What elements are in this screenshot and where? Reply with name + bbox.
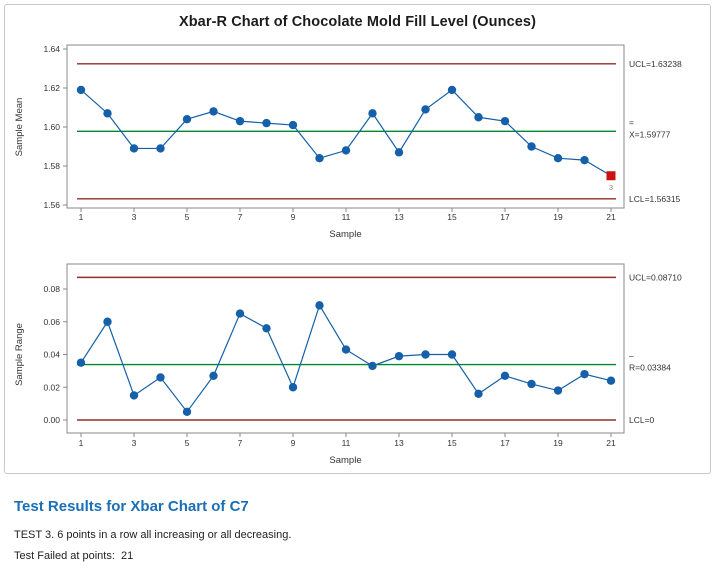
x-tick-label: 1 [79, 212, 84, 222]
data-point-marker [76, 358, 86, 367]
data-point-marker [341, 146, 351, 155]
x-tick-label: 13 [394, 212, 404, 222]
plot-frame [66, 44, 625, 209]
x-tick-label: 3 [132, 212, 137, 222]
lcl-label: LCL=0 [629, 415, 655, 425]
x-tick-label: 11 [342, 438, 351, 448]
data-point-marker [315, 154, 324, 163]
y-axis-title: Sample Range [14, 323, 25, 386]
data-point-marker [262, 118, 271, 128]
data-point-marker [156, 144, 165, 153]
range-chart: 0.080.060.040.020.001 3 5 7 9 11 13 15 17 19 21Sam… [14, 263, 682, 466]
data-point-marker [580, 369, 589, 379]
x-tick-label: 7 [238, 212, 243, 222]
test-results-heading: Test Results for Xbar Chart of C7 [14, 498, 249, 515]
data-point-marker [474, 389, 483, 398]
x-tick-label: 17 [500, 438, 510, 448]
data-point-marker [527, 142, 536, 151]
y-tick-label: 0.08 [43, 284, 60, 294]
chart-title: Xbar-R Chart of Chocolate Mold Fill Leve… [178, 14, 537, 30]
ucl-label: UCL=0.08710 [629, 272, 682, 282]
data-point-marker [421, 350, 430, 359]
data-point-marker [474, 113, 483, 122]
test-results-section: Test Results for Xbar Chart of C7 TEST 3… [14, 498, 704, 571]
x-tick-label: 21 [606, 212, 616, 222]
data-point-marker [182, 407, 192, 417]
y-tick-label: 1.60 [43, 122, 60, 132]
x-tick-label: 5 [185, 438, 190, 448]
y-tick-label: 1.64 [43, 44, 60, 54]
data-point-marker [421, 105, 430, 114]
x-tick-label: 9 [291, 438, 296, 448]
data-point-marker [315, 301, 324, 310]
data-point-marker [235, 116, 245, 126]
ucl-label: UCL=1.63238 [629, 59, 682, 69]
data-point-marker [394, 148, 404, 157]
x-tick-label: 21 [606, 438, 616, 448]
data-point-marker [606, 376, 616, 385]
data-point-marker [447, 85, 457, 95]
x-tick-label: 19 [553, 212, 563, 222]
data-point-marker [182, 115, 192, 124]
x-axis-title: Sample [329, 229, 361, 240]
lcl-label: LCL=1.56315 [629, 194, 681, 204]
x-tick-label: 5 [185, 212, 190, 222]
y-tick-label: 1.62 [43, 83, 60, 93]
x-axis-title: Sample [329, 455, 361, 466]
fail-point-marker [606, 171, 616, 181]
data-point-marker [209, 107, 218, 116]
y-tick-label: 0.00 [43, 415, 60, 425]
y-tick-label: 1.58 [43, 161, 60, 171]
x-tick-label: 11 [342, 212, 351, 222]
x-tick-label: 1 [79, 438, 84, 448]
y-tick-label: 0.02 [43, 382, 60, 392]
data-point-marker [235, 309, 245, 318]
fail-point-label: 3 [609, 183, 613, 192]
center-label: R=0.03384 [629, 363, 671, 373]
x-tick-label: 9 [291, 212, 296, 222]
x-tick-label: 7 [238, 438, 243, 448]
test-failed-points: Test Failed at points: 21 [14, 550, 134, 562]
x-tick-label: 13 [394, 438, 404, 448]
center-bar-symbol: = [629, 117, 634, 127]
y-tick-label: 1.56 [43, 200, 60, 210]
data-point-marker [156, 373, 165, 382]
data-point-marker [288, 383, 298, 392]
y-axis-title: Sample Mean [14, 98, 25, 157]
x-tick-label: 15 [447, 212, 457, 222]
data-point-marker [368, 361, 377, 371]
data-point-marker [394, 351, 404, 361]
data-point-marker [262, 324, 271, 333]
x-tick-label: 17 [500, 212, 510, 222]
data-point-marker [288, 120, 298, 130]
data-point-marker [527, 379, 536, 389]
data-point-marker [500, 116, 510, 126]
y-tick-label: 0.04 [43, 350, 60, 360]
data-point-marker [103, 317, 112, 326]
xbar-chart: 1.641.621.601.581.561 3 5 7 9 11 13 15 17 19 21Sam… [14, 44, 682, 240]
center-label: X=1.59777 [629, 129, 671, 139]
data-point-marker [368, 109, 377, 118]
data-point-marker [129, 144, 139, 153]
control-chart-panel: Xbar-R Chart of Chocolate Mold Fill Leve… [4, 4, 711, 474]
test-description: TEST 3. 6 points in a row all increasing… [14, 529, 292, 541]
data-point-marker [341, 345, 351, 354]
data-point-marker [447, 350, 457, 359]
data-point-marker [76, 85, 86, 95]
data-point-marker [209, 371, 218, 380]
data-point-marker [103, 109, 112, 118]
data-point-marker [580, 155, 589, 165]
x-tick-label: 19 [553, 438, 563, 448]
data-point-marker [129, 391, 139, 400]
center-bar-symbol: – [629, 351, 634, 361]
data-point-marker [500, 371, 510, 380]
data-point-marker [553, 386, 563, 395]
x-tick-label: 3 [132, 438, 137, 448]
y-tick-label: 0.06 [43, 317, 60, 327]
x-tick-label: 15 [447, 438, 457, 448]
data-point-marker [553, 154, 563, 163]
